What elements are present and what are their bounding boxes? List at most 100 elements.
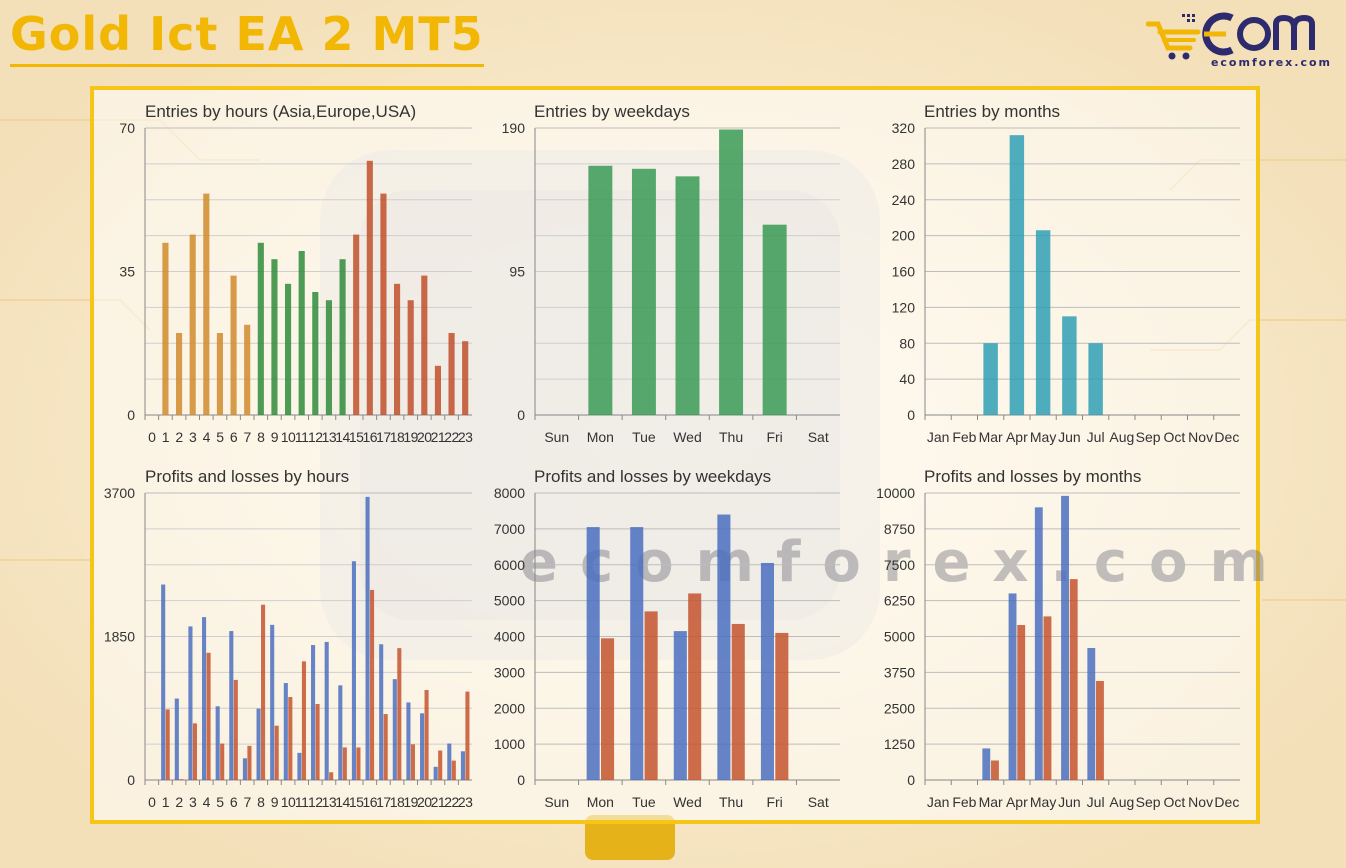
chart-title: Entries by hours (Asia,Europe,USA) xyxy=(145,102,416,121)
x-tick-label: 18 xyxy=(390,794,405,810)
x-tick-label: Jun xyxy=(1058,429,1081,445)
x-tick-label: Feb xyxy=(952,429,976,445)
x-tick-label: 11 xyxy=(295,794,309,810)
y-tick-label: 0 xyxy=(517,407,525,423)
bar xyxy=(271,259,278,415)
x-tick-label: May xyxy=(1030,794,1056,810)
x-tick-label: 6 xyxy=(230,794,238,810)
profit-bar xyxy=(406,702,411,780)
y-tick-label: 8750 xyxy=(884,521,915,537)
profit-bar xyxy=(365,496,370,780)
y-tick-label: 190 xyxy=(502,120,526,136)
x-tick-label: 13 xyxy=(322,794,337,810)
x-tick-label: Sun xyxy=(544,794,569,810)
bar xyxy=(407,300,414,415)
x-tick-label: Tue xyxy=(632,429,656,445)
x-tick-label: Apr xyxy=(1006,794,1028,810)
x-tick-label: 1 xyxy=(162,429,170,445)
loss-bar xyxy=(1069,579,1078,780)
bar xyxy=(1088,343,1103,415)
profit-bar xyxy=(460,751,465,780)
bar xyxy=(298,251,305,415)
profit-bar xyxy=(1087,647,1096,780)
x-tick-label: Jan xyxy=(927,794,950,810)
bar xyxy=(284,283,292,415)
x-tick-label: Aug xyxy=(1109,429,1134,445)
profit-bar xyxy=(215,706,220,780)
chip-bottom-icon xyxy=(585,815,675,860)
profit-bar xyxy=(338,685,343,780)
x-tick-label: 17 xyxy=(376,794,391,810)
y-tick-label: 280 xyxy=(892,156,916,172)
profit-bar xyxy=(673,631,687,780)
x-tick-label: 13 xyxy=(322,429,337,445)
x-tick-label: 7 xyxy=(244,794,252,810)
profit-bar xyxy=(242,758,247,780)
bar xyxy=(353,234,360,415)
y-tick-label: 8000 xyxy=(494,485,525,501)
y-tick-label: 2500 xyxy=(884,700,915,716)
x-tick-label: Sep xyxy=(1136,429,1161,445)
profit-bar xyxy=(420,713,425,780)
y-tick-label: 200 xyxy=(892,228,916,244)
bar xyxy=(421,275,428,415)
x-tick-label: 10 xyxy=(281,794,296,810)
x-tick-label: 19 xyxy=(403,794,418,810)
loss-bar xyxy=(1017,625,1026,780)
chart-title: Profits and losses by hours xyxy=(145,467,349,486)
x-tick-label: 22 xyxy=(444,794,459,810)
loss-bar xyxy=(261,604,266,780)
bar xyxy=(230,275,237,415)
loss-bar xyxy=(438,750,443,780)
profit-bar xyxy=(229,631,234,780)
x-tick-label: Wed xyxy=(673,429,702,445)
profit-bar xyxy=(630,527,644,780)
x-tick-label: 9 xyxy=(271,794,279,810)
bar xyxy=(448,333,455,415)
y-tick-label: 7000 xyxy=(494,521,525,537)
profit-bar xyxy=(188,626,193,780)
x-tick-label: Sat xyxy=(808,429,829,445)
x-tick-label: 12 xyxy=(308,429,323,445)
y-tick-label: 95 xyxy=(509,264,525,280)
x-tick-label: 4 xyxy=(203,429,211,445)
x-tick-label: 10 xyxy=(281,429,296,445)
y-tick-label: 160 xyxy=(892,264,916,280)
x-tick-label: Thu xyxy=(719,794,743,810)
x-tick-label: 2 xyxy=(175,429,183,445)
loss-bar xyxy=(233,679,238,780)
profit-bar xyxy=(982,748,991,780)
x-tick-label: 23 xyxy=(458,794,473,810)
loss-bar xyxy=(356,747,361,780)
loss-bar xyxy=(274,725,279,780)
profit-bar xyxy=(202,617,207,780)
cart-icon xyxy=(1146,21,1201,60)
x-tick-label: 19 xyxy=(403,429,418,445)
x-tick-label: May xyxy=(1030,429,1056,445)
x-tick-label: 8 xyxy=(257,794,265,810)
profit-bar xyxy=(1008,593,1017,780)
y-tick-label: 3750 xyxy=(884,664,915,680)
y-tick-label: 240 xyxy=(892,192,916,208)
x-tick-label: 21 xyxy=(431,429,446,445)
x-tick-label: 12 xyxy=(308,794,323,810)
x-tick-label: 7 xyxy=(244,429,252,445)
profit-bar xyxy=(717,514,731,780)
page-title: Gold Ict EA 2 MT5 xyxy=(10,6,484,67)
y-tick-label: 0 xyxy=(127,772,135,788)
x-tick-label: Thu xyxy=(719,429,743,445)
profit-bar xyxy=(447,743,452,780)
y-tick-label: 10000 xyxy=(876,485,915,501)
chart-6: Profits and losses by months 0 1250 2500 375… xyxy=(876,467,1240,810)
bar xyxy=(434,365,442,415)
bar xyxy=(983,343,998,415)
profit-bar xyxy=(174,698,179,780)
x-tick-label: 5 xyxy=(216,429,224,445)
y-tick-label: 1000 xyxy=(494,736,525,752)
loss-bar xyxy=(165,709,170,780)
x-tick-label: 20 xyxy=(417,794,432,810)
bar xyxy=(216,333,224,415)
x-tick-label: 21 xyxy=(431,794,446,810)
profit-bar xyxy=(161,584,166,780)
